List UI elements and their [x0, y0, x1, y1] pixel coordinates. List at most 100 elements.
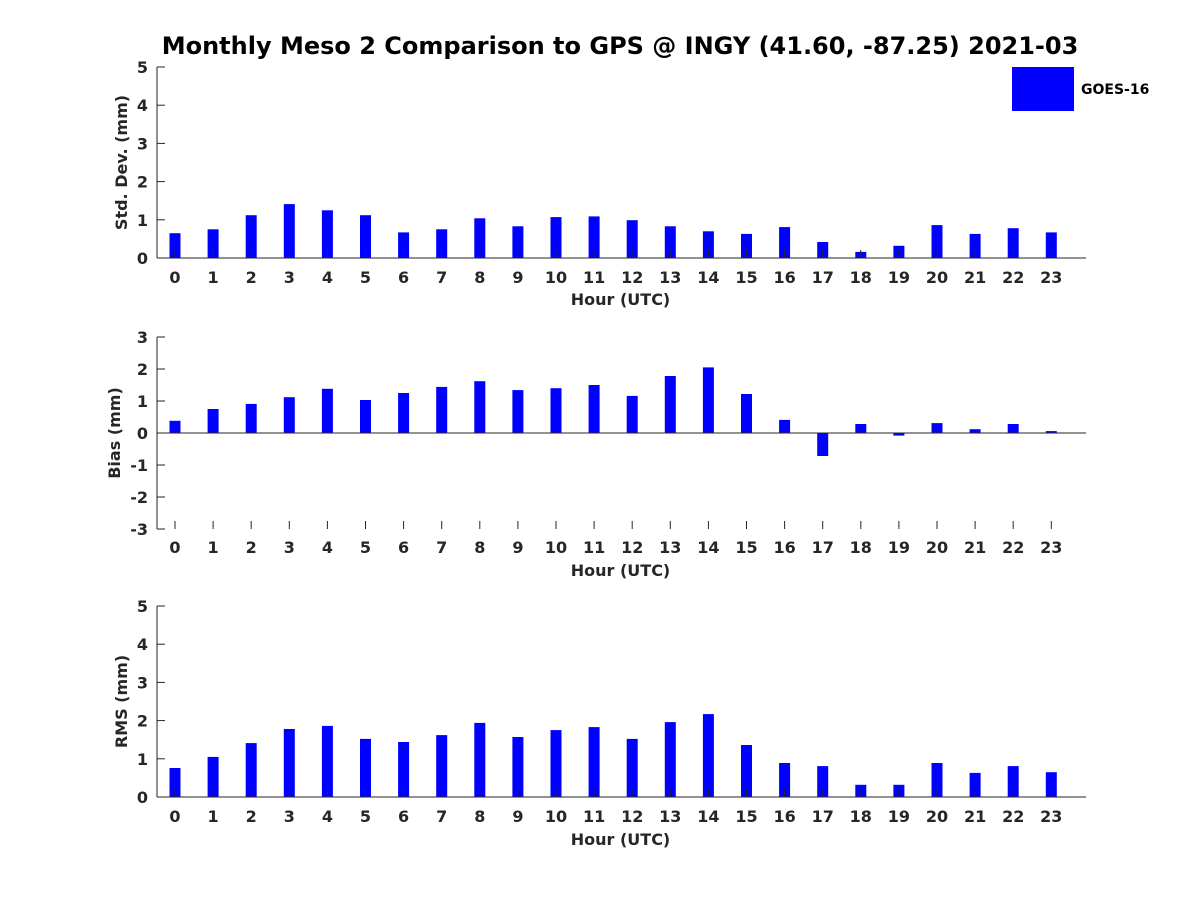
rms-bar-0	[169, 768, 181, 797]
bias-bar-3	[283, 397, 295, 433]
bias-bar-5	[360, 400, 371, 433]
bias-bar-15	[741, 394, 752, 433]
bias-bar-9	[512, 390, 524, 433]
rms-bar-5	[360, 738, 371, 797]
rms-bar-22	[1007, 766, 1019, 797]
chart-title: Monthly Meso 2 Comparison to GPS @ INGY …	[162, 32, 1079, 60]
bias-bar-14	[702, 367, 714, 433]
bias-x-tick-label-19: 19	[888, 538, 910, 557]
legend-swatch	[1012, 67, 1074, 111]
std-dev-x-tick-label-22: 22	[1002, 268, 1024, 287]
std-dev-x-tick-label-8: 8	[474, 268, 485, 287]
bias-x-tick-label-12: 12	[621, 538, 643, 557]
rms-bar-9	[512, 737, 524, 797]
rms-bar-17	[817, 766, 829, 797]
rms-x-tick-label-0: 0	[169, 807, 180, 826]
bias-x-tick-label-15: 15	[735, 538, 757, 557]
rms-bar-13	[664, 722, 676, 797]
std-dev-bar-1	[207, 229, 219, 258]
bias-x-tick-label-7: 7	[436, 538, 447, 557]
std-dev-bar-9	[512, 226, 524, 258]
bias-y-tick-label: -1	[130, 456, 148, 475]
rms-x-tick-label-10: 10	[545, 807, 567, 826]
rms-x-tick-label-20: 20	[926, 807, 948, 826]
bias-bar-21	[969, 429, 981, 433]
bias-x-tick-label-5: 5	[360, 538, 371, 557]
rms-bar-15	[741, 745, 752, 797]
std-dev-x-tick-label-17: 17	[812, 268, 834, 287]
std-dev-bar-21	[969, 233, 981, 258]
std-dev-bar-14	[702, 231, 714, 258]
bias-bar-10	[550, 388, 562, 433]
std-dev-x-tick-label-0: 0	[169, 268, 180, 287]
rms-bar-23	[1045, 772, 1057, 797]
bias-bar-22	[1007, 424, 1019, 433]
bias-y-tick-label: 2	[137, 360, 148, 379]
rms-y-axis-label: RMS (mm)	[112, 655, 131, 748]
bias-y-tick-label: 3	[137, 328, 148, 347]
rms-x-tick-label-13: 13	[659, 807, 681, 826]
bias-bar-18	[855, 424, 867, 433]
rms-bar-7	[436, 735, 448, 797]
rms-x-tick-label-23: 23	[1040, 807, 1062, 826]
rms-bar-1	[207, 756, 219, 797]
std-dev-bar-6	[398, 232, 410, 258]
bias-x-tick-label-2: 2	[246, 538, 257, 557]
std-dev-bar-23	[1045, 232, 1057, 258]
rms-x-tick-label-17: 17	[812, 807, 834, 826]
rms-x-tick-label-2: 2	[246, 807, 257, 826]
rms-bar-20	[931, 763, 943, 797]
std-dev-bar-3	[283, 204, 295, 258]
legend: GOES-16	[1012, 67, 1149, 111]
bias-x-tick-label-6: 6	[398, 538, 409, 557]
legend-label: GOES-16	[1081, 82, 1149, 98]
rms-y-tick-label: 2	[137, 712, 148, 731]
rms-bar-3	[283, 729, 295, 797]
rms-x-tick-label-16: 16	[773, 807, 795, 826]
std-dev-x-tick-label-10: 10	[545, 268, 567, 287]
rms-bar-8	[474, 722, 486, 797]
rms-y-tick-label: 0	[137, 788, 148, 807]
rms-bar-21	[969, 772, 981, 797]
bias-x-tick-label-21: 21	[964, 538, 986, 557]
bias-bar-8	[474, 381, 486, 433]
bias-x-tick-label-22: 22	[1002, 538, 1024, 557]
std-dev-bar-11	[588, 216, 600, 258]
std-dev-x-tick-label-18: 18	[850, 268, 872, 287]
std-dev-y-axis-label: Std. Dev. (mm)	[112, 95, 131, 230]
std-dev-bar-13	[664, 226, 676, 258]
rms-bar-14	[702, 714, 714, 797]
rms-x-tick-label-4: 4	[322, 807, 333, 826]
bias-x-tick-label-10: 10	[545, 538, 567, 557]
rms-bar-11	[588, 727, 600, 797]
bias-bar-20	[931, 423, 943, 433]
bias-bar-12	[626, 395, 638, 433]
std-dev-bar-16	[779, 227, 791, 258]
bias-x-tick-label-13: 13	[659, 538, 681, 557]
bias-x-tick-label-9: 9	[512, 538, 523, 557]
std-dev-bar-8	[474, 218, 486, 258]
bias-bar-13	[664, 376, 676, 433]
bias-x-tick-label-11: 11	[583, 538, 605, 557]
std-dev-bar-10	[550, 217, 562, 258]
bias-x-tick-label-14: 14	[697, 538, 719, 557]
bias-x-tick-label-17: 17	[812, 538, 834, 557]
bias-x-tick-label-0: 0	[169, 538, 180, 557]
bias-bar-2	[245, 403, 257, 433]
rms-y-tick-label: 5	[137, 597, 148, 616]
rms-bar-10	[550, 730, 562, 797]
std-dev-x-tick-label-23: 23	[1040, 268, 1062, 287]
std-dev-x-tick-label-13: 13	[659, 268, 681, 287]
rms-x-tick-label-21: 21	[964, 807, 986, 826]
std-dev-x-tick-label-20: 20	[926, 268, 948, 287]
rms-x-tick-label-12: 12	[621, 807, 643, 826]
rms-x-tick-label-19: 19	[888, 807, 910, 826]
bias-x-tick-label-1: 1	[208, 538, 219, 557]
std-dev-x-tick-label-7: 7	[436, 268, 447, 287]
rms-x-tick-label-3: 3	[284, 807, 295, 826]
std-dev-x-tick-label-2: 2	[246, 268, 257, 287]
std-dev-x-axis-label: Hour (UTC)	[571, 290, 671, 309]
